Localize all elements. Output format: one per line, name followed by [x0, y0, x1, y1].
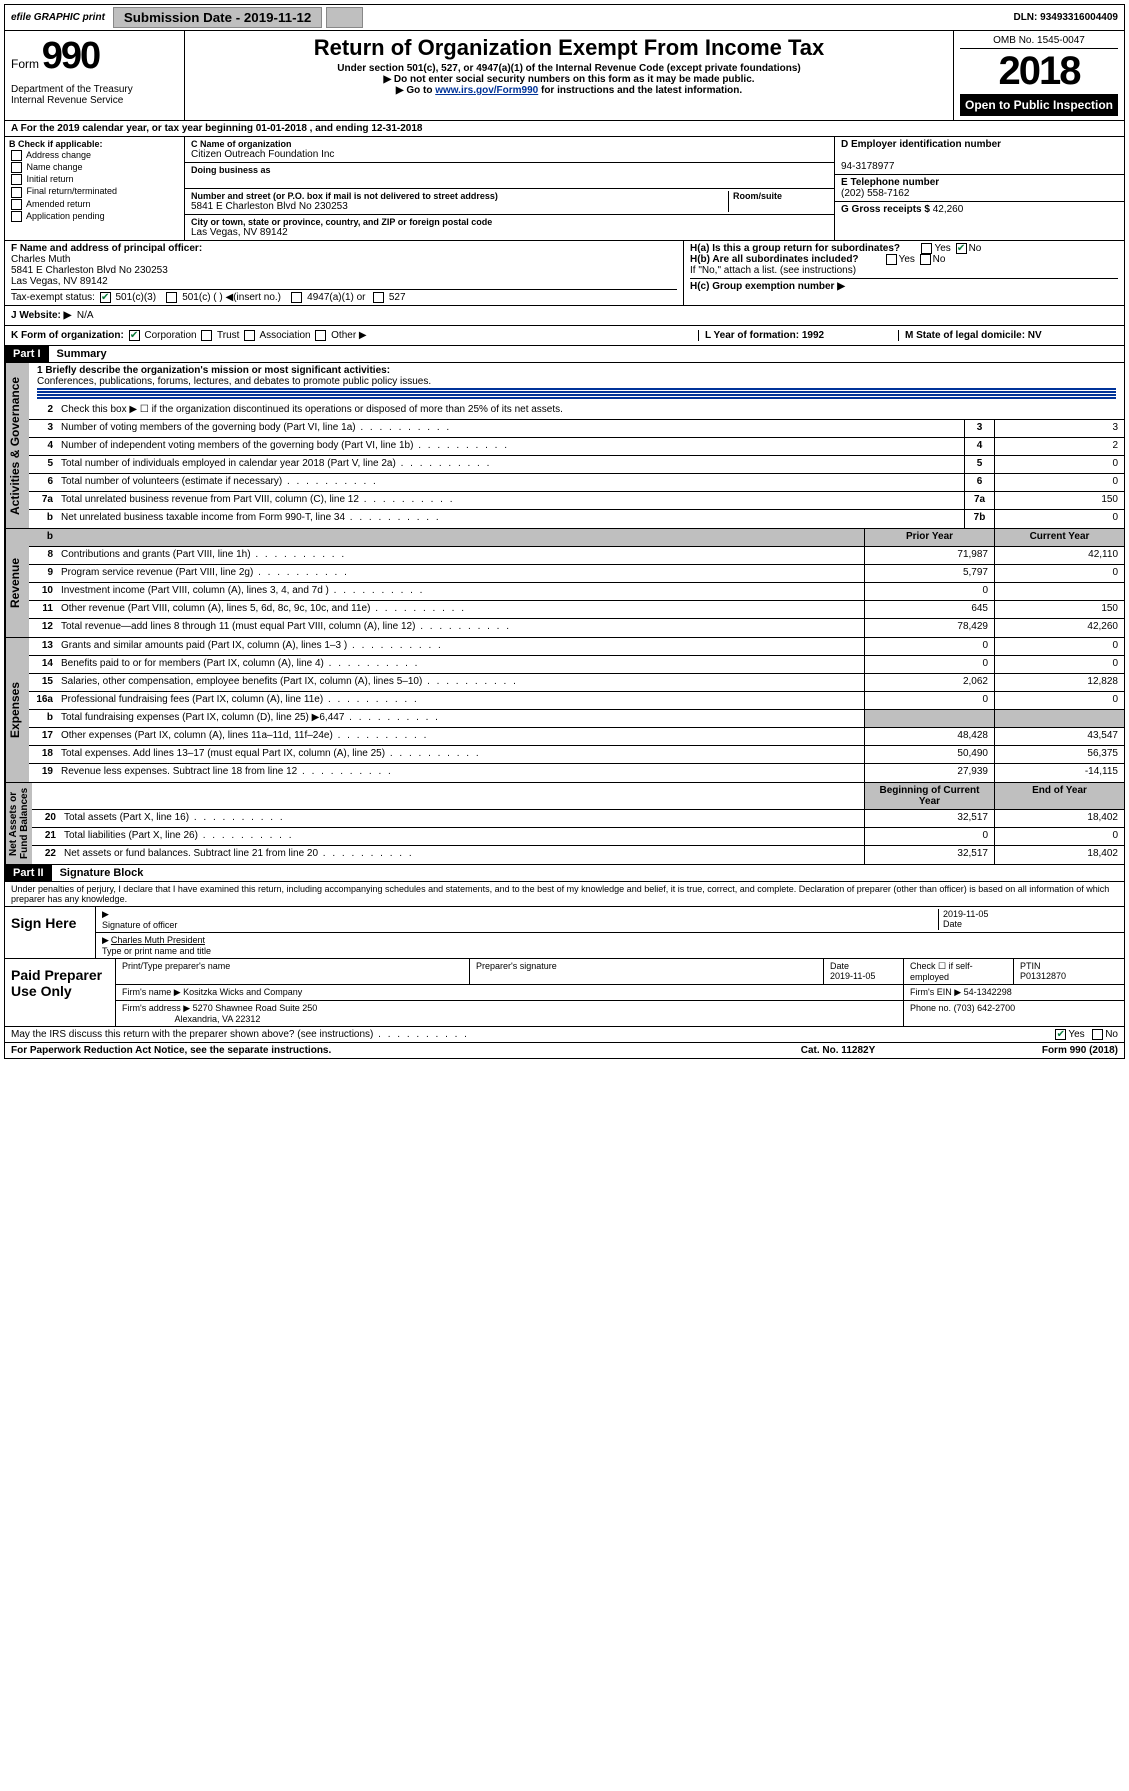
paid-preparer-block: Paid Preparer Use Only Print/Type prepar…: [4, 959, 1125, 1027]
hb-no[interactable]: [920, 254, 931, 265]
main-title: Return of Organization Exempt From Incom…: [191, 35, 947, 61]
row-k: K Form of organization: Corporation Trus…: [4, 326, 1125, 346]
year-block: OMB No. 1545-0047 2018 Open to Public In…: [954, 31, 1124, 120]
ha-yes[interactable]: [921, 243, 932, 254]
chk-address[interactable]: [11, 150, 22, 161]
chk-4947[interactable]: [291, 292, 302, 303]
discuss-row: May the IRS discuss this return with the…: [4, 1027, 1125, 1043]
org-name: Citizen Outreach Foundation Inc: [191, 149, 334, 160]
dept-label: Department of the Treasury Internal Reve…: [11, 84, 178, 106]
right-info: D Employer identification number94-31789…: [834, 137, 1124, 240]
chk-501c3[interactable]: [100, 292, 111, 303]
page-footer: For Paperwork Reduction Act Notice, see …: [4, 1043, 1125, 1059]
officer-row: F Name and address of principal officer:…: [4, 241, 1125, 306]
blank-button[interactable]: [326, 7, 363, 28]
discuss-yes[interactable]: [1055, 1029, 1066, 1040]
title-block: Return of Organization Exempt From Incom…: [185, 31, 954, 120]
form-id-cell: Form 990 Department of the Treasury Inte…: [5, 31, 185, 120]
submission-date-button[interactable]: Submission Date - 2019-11-12: [113, 7, 322, 28]
hb-yes[interactable]: [886, 254, 897, 265]
efile-label: efile GRAPHIC print: [5, 10, 111, 25]
vtab-governance: Activities & Governance: [5, 363, 29, 528]
irs-link[interactable]: www.irs.gov/Form990: [435, 85, 538, 96]
phone: (202) 558-7162: [841, 188, 909, 199]
revenue-section: Revenue bPrior YearCurrent Year 8Contrib…: [4, 529, 1125, 638]
vtab-revenue: Revenue: [5, 529, 29, 637]
perjury-text: Under penalties of perjury, I declare th…: [4, 882, 1125, 907]
org-city: Las Vegas, NV 89142: [191, 227, 288, 238]
vtab-netassets: Net Assets or Fund Balances: [5, 783, 32, 864]
form-header: Form 990 Department of the Treasury Inte…: [4, 31, 1125, 121]
part1-header: Part I Summary: [4, 346, 1125, 363]
omb-label: OMB No. 1545-0047: [960, 35, 1118, 49]
ha-no[interactable]: [956, 243, 967, 254]
gross-receipts: 42,260: [933, 204, 964, 215]
governance-section: Activities & Governance 1 Briefly descri…: [4, 363, 1125, 529]
netassets-section: Net Assets or Fund Balances Beginning of…: [4, 783, 1125, 865]
org-street: 5841 E Charleston Blvd No 230253: [191, 201, 348, 212]
section-b: B Check if applicable: Address change Na…: [5, 137, 185, 240]
info-grid: B Check if applicable: Address change Na…: [4, 137, 1125, 241]
expenses-section: Expenses 13Grants and similar amounts pa…: [4, 638, 1125, 783]
chk-other[interactable]: [315, 330, 326, 341]
chk-corp[interactable]: [129, 330, 140, 341]
sign-here-block: Sign Here Signature of officer 2019-11-0…: [4, 907, 1125, 959]
chk-final[interactable]: [11, 187, 22, 198]
chk-initial[interactable]: [11, 174, 22, 185]
open-public-badge: Open to Public Inspection: [960, 94, 1118, 116]
chk-assoc[interactable]: [244, 330, 255, 341]
chk-amended[interactable]: [11, 199, 22, 210]
tax-year: 2018: [960, 49, 1118, 94]
line-a: A For the 2019 calendar year, or tax yea…: [4, 121, 1125, 137]
dln-label: DLN: 93493316004409: [1007, 10, 1124, 25]
chk-pending[interactable]: [11, 211, 22, 222]
row-j: J Website: ▶ N/A: [4, 306, 1125, 326]
part2-header: Part II Signature Block: [4, 865, 1125, 882]
chk-501c[interactable]: [166, 292, 177, 303]
form-number: 990: [42, 35, 99, 77]
chk-trust[interactable]: [201, 330, 212, 341]
section-c: C Name of organization Citizen Outreach …: [185, 137, 834, 240]
discuss-no[interactable]: [1092, 1029, 1103, 1040]
chk-527[interactable]: [373, 292, 384, 303]
top-bar: efile GRAPHIC print Submission Date - 20…: [4, 4, 1125, 31]
chk-name[interactable]: [11, 162, 22, 173]
vtab-expenses: Expenses: [5, 638, 29, 782]
ein: 94-3178977: [841, 161, 894, 172]
